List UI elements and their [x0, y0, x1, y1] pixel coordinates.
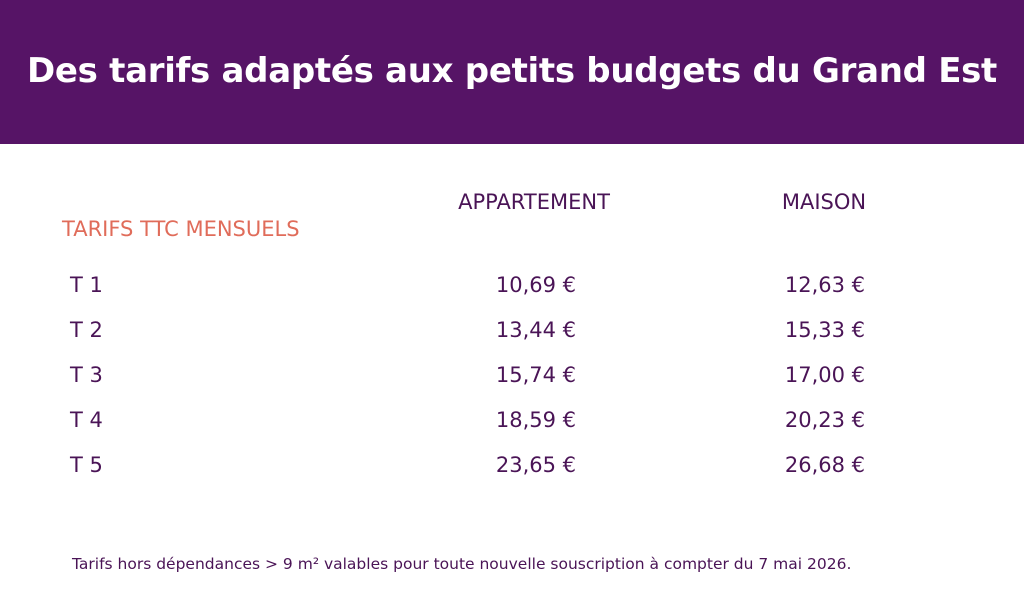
table-row: T 2 13,44 € 15,33 €: [0, 315, 1024, 360]
row-type: T 4: [70, 408, 103, 432]
row-type: T 3: [70, 363, 103, 387]
price-appartement: 13,44 €: [495, 318, 576, 342]
row-type: T 5: [70, 453, 103, 477]
price-appartement: 10,69 €: [495, 273, 576, 297]
page-title: Des tarifs adaptés aux petits budgets du…: [26, 51, 998, 91]
section-label: TARIFS TTC MENSUELS: [62, 217, 300, 241]
table-row: T 1 10,69 € 12,63 €: [0, 270, 1024, 315]
title-banner: Des tarifs adaptés aux petits budgets du…: [0, 0, 1024, 144]
price-maison: 15,33 €: [784, 318, 865, 342]
price-maison: 12,63 €: [784, 273, 865, 297]
row-type: T 1: [70, 273, 103, 297]
table-row: T 5 23,65 € 26,68 €: [0, 450, 1024, 495]
column-header-appartement: APPARTEMENT: [458, 190, 610, 214]
price-appartement: 15,74 €: [495, 363, 576, 387]
price-appartement: 18,59 €: [495, 408, 576, 432]
tariff-table: T 1 10,69 € 12,63 € T 2 13,44 € 15,33 € …: [0, 270, 1024, 495]
price-appartement: 23,65 €: [495, 453, 576, 477]
price-maison: 17,00 €: [784, 363, 865, 387]
footnote: Tarifs hors dépendances > 9 m² valables …: [72, 555, 852, 573]
table-row: T 3 15,74 € 17,00 €: [0, 360, 1024, 405]
price-maison: 20,23 €: [784, 408, 865, 432]
price-maison: 26,68 €: [784, 453, 865, 477]
column-header-maison: MAISON: [781, 190, 867, 214]
row-type: T 2: [70, 318, 103, 342]
table-row: T 4 18,59 € 20,23 €: [0, 405, 1024, 450]
